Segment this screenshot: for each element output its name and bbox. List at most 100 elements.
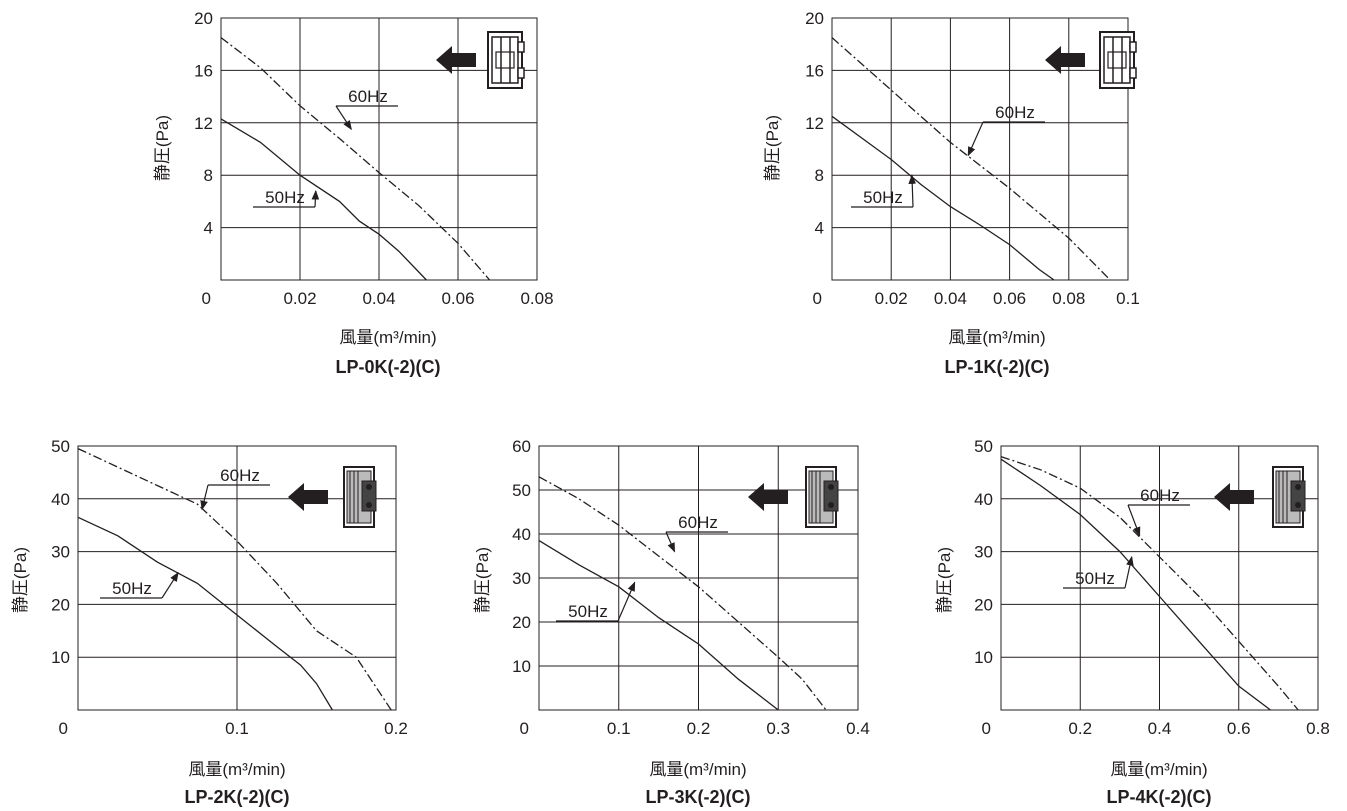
chart-caption: LP-0K(-2)(C) [336, 357, 441, 377]
y-tick-label: 40 [974, 490, 993, 509]
y-tick-label: 16 [805, 61, 824, 80]
chart-1: 0.02 0.04 0.06 0.08 4 8 12 16 20 0 60Hz 50Hz 風量(m³/m… [153, 9, 554, 377]
x-tick-label: 0.1 [225, 719, 249, 738]
y-axis-label: 静圧(Pa) [11, 547, 30, 613]
series-label-50hz: 50Hz [265, 188, 305, 207]
y-tick-label: 50 [512, 481, 531, 500]
y-tick-label: 20 [805, 9, 824, 28]
y-tick-label: 10 [51, 648, 70, 667]
y-tick-label: 12 [194, 114, 213, 133]
series-60hz-line [538, 476, 827, 711]
origin-label: 0 [813, 289, 822, 308]
plot-frame [831, 17, 1129, 281]
y-tick-label: 60 [512, 437, 531, 456]
series-label-leader [665, 531, 676, 553]
y-axis-label: 静圧(Pa) [935, 547, 954, 613]
airflow-arrow-icon [1045, 46, 1085, 74]
x-tick-label: 0.3 [766, 719, 790, 738]
chart-5: 0.2 0.4 0.6 0.8 10 20 30 40 50 0 60Hz 50Hz 風量(m³/min… [935, 437, 1330, 807]
x-tick-label: 0.02 [283, 289, 316, 308]
y-axis-label: 静圧(Pa) [473, 547, 492, 613]
chart-3: 0.1 0.2 10 20 30 40 50 0 60Hz 50Hz 風量(m³/min) 静圧(Pa… [11, 437, 408, 807]
series-label-leader [311, 189, 320, 208]
series-50hz-line [77, 516, 333, 711]
series-50hz-line [1000, 458, 1271, 711]
airflow-arrow-icon [748, 483, 788, 511]
y-tick-label: 8 [815, 166, 824, 185]
chart-caption: LP-4K(-2)(C) [1107, 787, 1212, 807]
x-tick-label: 0.8 [1306, 719, 1330, 738]
series-60hz-line [1000, 455, 1299, 711]
chart-caption: LP-1K(-2)(C) [945, 357, 1050, 377]
series-label-leader [967, 121, 984, 157]
chart-caption: LP-2K(-2)(C) [185, 787, 290, 807]
y-tick-label: 8 [204, 166, 213, 185]
series-label-50hz: 50Hz [568, 602, 608, 621]
airflow-arrow-icon [288, 483, 328, 511]
series-60hz-line [77, 448, 392, 711]
y-tick-label: 50 [974, 437, 993, 456]
x-tick-label: 0.06 [993, 289, 1026, 308]
y-tick-label: 10 [512, 657, 531, 676]
series-label-leader [335, 105, 352, 131]
y-tick-label: 10 [974, 648, 993, 667]
series-label-leader [1127, 504, 1141, 537]
series-label-leader [1124, 555, 1134, 589]
series-60hz-line [220, 37, 491, 281]
airflow-arrow-icon [436, 46, 476, 74]
series-label-leader [617, 581, 636, 622]
x-tick-label: 0.4 [846, 719, 870, 738]
chart-2: 0.02 0.04 0.06 0.08 0.1 4 8 12 16 20 0 60Hz 50Hz 風量(m… [763, 9, 1140, 377]
fan-unit-icon [1099, 31, 1137, 89]
series-label-60hz: 60Hz [1140, 486, 1180, 505]
y-tick-label: 20 [51, 595, 70, 614]
series-label-leader [908, 174, 917, 208]
y-tick-label: 20 [512, 613, 531, 632]
origin-label: 0 [520, 719, 529, 738]
series-label-60hz: 60Hz [678, 513, 718, 532]
y-tick-label: 30 [512, 569, 531, 588]
origin-label: 0 [202, 289, 211, 308]
x-tick-label: 0.2 [384, 719, 408, 738]
origin-label: 0 [59, 719, 68, 738]
series-50hz-line [220, 118, 427, 281]
fan-unit-icon [487, 31, 525, 89]
y-tick-label: 12 [805, 114, 824, 133]
x-tick-label: 0.2 [687, 719, 711, 738]
x-tick-label: 0.4 [1148, 719, 1172, 738]
x-tick-label: 0.6 [1227, 719, 1251, 738]
x-axis-label: 風量(m³/min) [339, 328, 436, 347]
y-tick-label: 50 [51, 437, 70, 456]
fan-unit-icon [1272, 466, 1306, 528]
y-axis-label: 静圧(Pa) [153, 115, 172, 181]
series-label-50hz: 50Hz [112, 579, 152, 598]
series-label-60hz: 60Hz [348, 87, 388, 106]
series-label-leader [200, 484, 209, 511]
y-tick-label: 40 [51, 490, 70, 509]
y-tick-label: 4 [204, 219, 213, 238]
y-tick-label: 4 [815, 219, 824, 238]
x-tick-label: 0.04 [934, 289, 967, 308]
y-tick-label: 20 [974, 595, 993, 614]
chart-4: 0.1 0.2 0.3 0.4 10 20 30 40 50 60 0 60Hz 50Hz 風量(m³/m… [473, 437, 870, 807]
x-tick-label: 0.04 [362, 289, 395, 308]
fan-unit-icon [805, 466, 839, 528]
y-tick-label: 16 [194, 61, 213, 80]
x-tick-label: 0.1 [1116, 289, 1140, 308]
y-tick-label: 40 [512, 525, 531, 544]
series-50hz-line [831, 115, 1055, 281]
x-axis-label: 風量(m³/min) [649, 760, 746, 779]
origin-label: 0 [982, 719, 991, 738]
fan-unit-icon [343, 466, 377, 528]
series-label-50hz: 50Hz [1075, 569, 1115, 588]
y-axis-label: 静圧(Pa) [763, 115, 782, 181]
series-label-60hz: 60Hz [220, 466, 260, 485]
x-tick-label: 0.1 [607, 719, 631, 738]
y-tick-label: 30 [51, 543, 70, 562]
x-axis-label: 風量(m³/min) [1110, 760, 1207, 779]
y-tick-label: 30 [974, 543, 993, 562]
x-tick-label: 0.02 [875, 289, 908, 308]
series-60hz-line [831, 37, 1111, 281]
y-tick-label: 20 [194, 9, 213, 28]
